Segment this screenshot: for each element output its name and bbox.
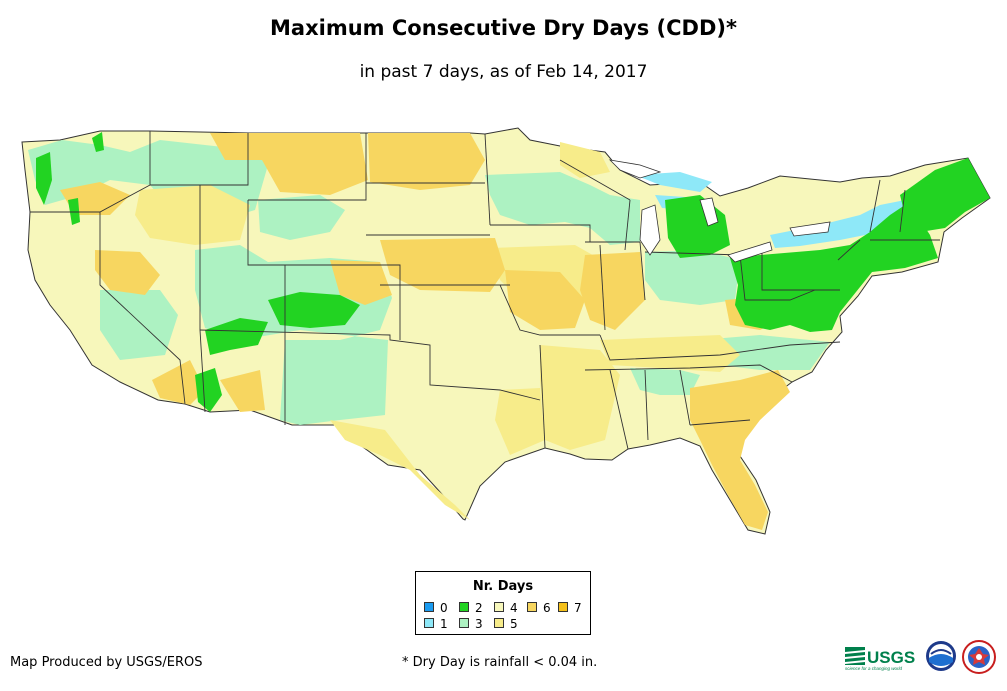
- usgs-wordmark: USGS: [867, 648, 915, 667]
- legend-swatch: [459, 618, 469, 628]
- legend-label: 6: [543, 601, 551, 615]
- legend-swatch: [558, 602, 568, 612]
- great-lakes: [608, 159, 831, 263]
- legend-label: 2: [475, 601, 483, 615]
- legend-label: 5: [510, 617, 518, 631]
- map-subtitle: in past 7 days, as of Feb 14, 2017: [359, 62, 648, 82]
- state-borders: [30, 131, 940, 450]
- legend-swatch: [459, 602, 469, 612]
- legend-label: 4: [510, 601, 518, 615]
- noaa-logo: [926, 641, 956, 671]
- legend-swatch: [424, 602, 434, 612]
- legend-label: 0: [440, 601, 448, 615]
- legend-label: 7: [574, 601, 582, 615]
- nws-logo: [962, 640, 996, 674]
- usgs-logo: USGS science for a changing world: [845, 647, 915, 671]
- legend-swatch: [424, 618, 434, 628]
- legend-swatch: [494, 602, 504, 612]
- zone-6-days: [60, 133, 800, 530]
- legend-swatch: [527, 602, 537, 612]
- legend-label: 1: [440, 617, 448, 631]
- legend: Nr. Days 0 1 2 3 4 5 6 7: [415, 571, 591, 635]
- legend-label: 3: [475, 617, 483, 631]
- legend-swatch: [494, 618, 504, 628]
- map-credit: Map Produced by USGS/EROS: [10, 655, 203, 670]
- legend-title: Nr. Days: [472, 579, 534, 594]
- dry-day-footnote: * Dry Day is rainfall < 0.04 in.: [402, 655, 598, 670]
- map-title: Maximum Consecutive Dry Days (CDD)*: [270, 16, 737, 40]
- usgs-tagline: science for a changing world: [845, 666, 903, 671]
